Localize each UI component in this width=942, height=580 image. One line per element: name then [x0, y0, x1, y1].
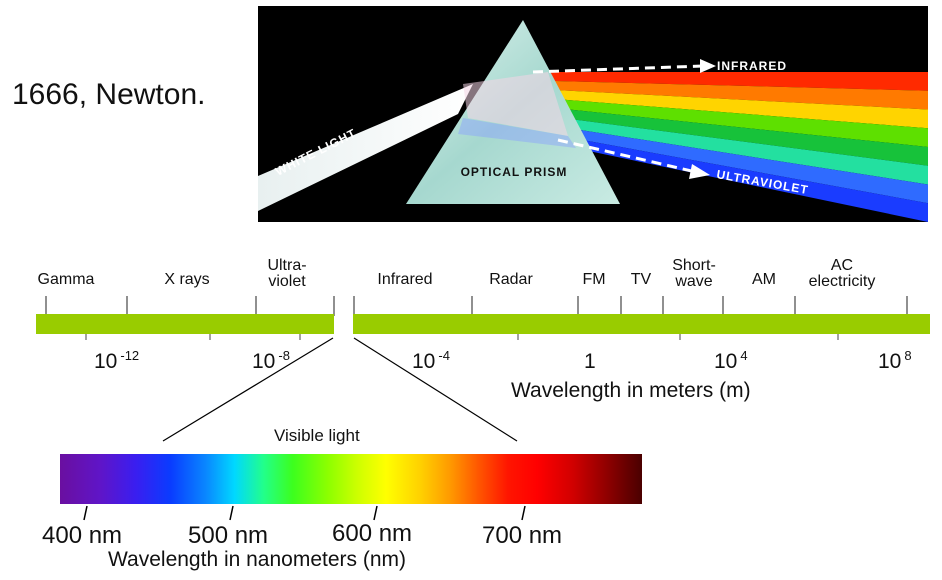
- band-infrared: Infrared: [377, 271, 433, 288]
- spectrum-bar-left: [36, 314, 334, 334]
- zoom-lines: [162, 337, 518, 442]
- band-radar: Radar: [489, 271, 533, 288]
- band-ac-electricity: AC electricity: [808, 257, 876, 290]
- nm-ticks: [83, 505, 526, 521]
- tick-1e-4: 10 -4: [412, 348, 450, 373]
- tick-1e-8: 10 -8: [252, 348, 290, 373]
- spectrum-fan-band: [536, 123, 928, 204]
- band-dividers: [45, 296, 908, 316]
- spectrum-fan-band: [536, 131, 928, 222]
- nm-tick-400: 400 nm: [42, 522, 123, 549]
- band-x-rays: X rays: [164, 271, 210, 288]
- prism-refraction: [463, 72, 568, 136]
- spectrum-fan-band: [536, 89, 928, 129]
- minor-ticks: [85, 334, 839, 340]
- ultraviolet-arrow: [557, 138, 697, 174]
- spectrum-fan: [536, 72, 928, 222]
- tick-1e4: 10 4: [714, 348, 748, 373]
- ultraviolet-arrowhead: [689, 164, 710, 179]
- visible-light-label: Visible light: [274, 426, 360, 445]
- spectrum-fan-band: [536, 80, 928, 110]
- spectrum-fan-band: [536, 114, 928, 185]
- nm-axis-title: Wavelength in nanometers (nm): [108, 548, 407, 571]
- band-fm: FM: [582, 271, 606, 288]
- spectrum-bar-right: [353, 314, 930, 334]
- tick-1e-12: 10 -12: [94, 348, 140, 373]
- tick-1: 1: [584, 350, 596, 373]
- nm-tick-600: 600 nm: [332, 520, 413, 547]
- infrared-arrowhead: [700, 59, 716, 73]
- page-title: 1666, Newton.: [12, 78, 206, 111]
- infrared-label: INFRARED: [717, 59, 787, 73]
- prism-illustration: WHITE LIGHT OPTICAL PRISM INFRARED ULTRA…: [258, 6, 928, 222]
- nm-tick-700: 700 nm: [482, 522, 563, 549]
- infrared-arrow: [532, 64, 704, 74]
- spectrum-fan-band: [536, 72, 928, 91]
- nm-tick-500: 500 nm: [188, 522, 269, 549]
- band-tv: TV: [630, 271, 652, 288]
- band-ultraviolet: Ultra-violet: [267, 257, 307, 290]
- optical-prism-label: OPTICAL PRISM: [461, 165, 568, 179]
- white-light-beam: [258, 84, 473, 211]
- visible-spectrum-bar: [60, 454, 642, 504]
- band-shortwave: Short-wave: [672, 257, 716, 290]
- spectrum-fan-band: [536, 97, 928, 147]
- spectrum-fan-band: [536, 106, 928, 166]
- band-am: AM: [752, 271, 776, 288]
- band-gamma: Gamma: [37, 271, 95, 288]
- meters-axis-title: Wavelength in meters (m): [511, 379, 751, 402]
- tick-1e8: 10 8: [878, 348, 912, 373]
